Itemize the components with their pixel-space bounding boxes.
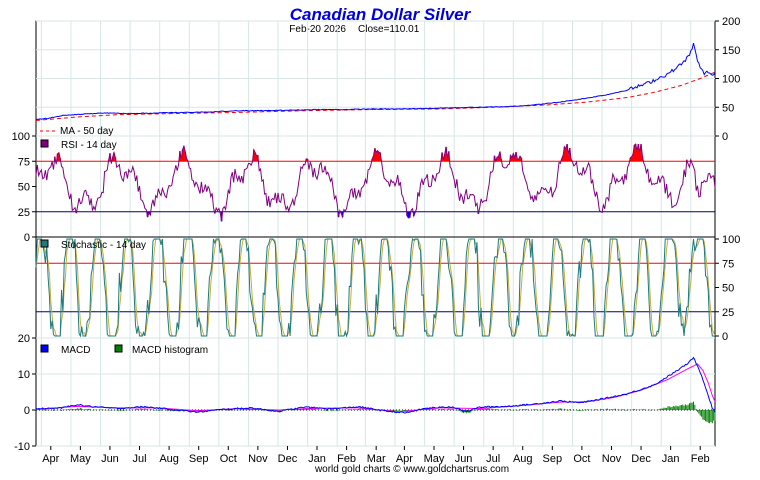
month-label: Feb <box>691 453 710 465</box>
month-label: Mar <box>367 453 386 465</box>
rsi-tick-label: 100 <box>12 131 30 143</box>
macd-legend-label: MACD <box>61 345 90 356</box>
month-label: Sep <box>189 453 209 465</box>
rsi-legend-swatch <box>40 139 49 148</box>
macd-tick-label: 20 <box>18 333 30 345</box>
rsi-legend: RSI - 14 day <box>40 139 117 151</box>
macd-tick-label: -10 <box>14 441 30 453</box>
stochastic-legend: Stochastic - 14 day <box>40 239 146 251</box>
stochastic-legend-swatch <box>40 239 49 248</box>
rsi-tick-label: 25 <box>18 207 30 219</box>
month-label: Jan <box>308 453 326 465</box>
stoch-tick-label: 0 <box>722 331 728 343</box>
month-label: Apr <box>42 453 59 465</box>
macd-tick-label: 10 <box>18 369 30 381</box>
month-label: Jun <box>455 453 473 465</box>
month-label: Jun <box>101 453 119 465</box>
month-label: Aug <box>159 453 179 465</box>
panels-layer: 0 50 100 150 200 0 25 50 75 100 0 25 50 75 100 -10 0 10 20… <box>12 16 741 465</box>
macd-line <box>35 356 716 414</box>
rsi-tick-label: 50 <box>18 182 30 194</box>
macd-hist-legend-swatch <box>114 344 123 353</box>
month-label: Aug <box>513 453 533 465</box>
price-tick-label: 200 <box>722 16 740 28</box>
month-label: Dec <box>631 453 651 465</box>
price-tick-label: 0 <box>722 131 728 143</box>
macd-legend-swatch <box>40 344 49 353</box>
month-label: Jul <box>486 453 500 465</box>
price-legend: MA - 50 day <box>40 126 113 137</box>
month-label: May <box>424 453 445 465</box>
price-tick-label: 50 <box>722 102 734 114</box>
stoch-tick-label: 100 <box>722 234 740 246</box>
price-tick-label: 150 <box>722 45 740 57</box>
rsi-tick-label: 0 <box>24 232 30 244</box>
rsi-line <box>35 143 716 222</box>
month-label: Feb <box>337 453 356 465</box>
price-tick-label: 100 <box>722 74 740 86</box>
month-label: May <box>70 453 91 465</box>
month-label: Oct <box>573 453 590 465</box>
macd-legend: MACD MACD histogram <box>40 344 208 356</box>
chart-title: Canadian Dollar Silver <box>290 5 472 24</box>
ma-legend-label: MA - 50 day <box>60 126 113 137</box>
macd-tick-label: 0 <box>24 405 30 417</box>
subtitle-close: Close=110.01 <box>358 24 420 35</box>
ma-50-day-line <box>35 71 716 121</box>
month-label: Oct <box>220 453 237 465</box>
subtitle-date: Feb-20 2026 <box>289 24 346 35</box>
macd-hist-legend-label: MACD histogram <box>132 345 208 356</box>
price-line <box>35 42 716 120</box>
month-label: Nov <box>248 453 268 465</box>
stoch-k-line <box>35 237 715 338</box>
rsi-legend-label: RSI - 14 day <box>61 140 117 151</box>
month-label: Jan <box>662 453 680 465</box>
rsi-tick-label: 75 <box>18 156 30 168</box>
stoch-tick-label: 75 <box>722 258 734 270</box>
month-label: Jul <box>132 453 146 465</box>
month-label: Dec <box>278 453 298 465</box>
month-label: Apr <box>396 453 413 465</box>
chart-footer: world gold charts © www.goldchartsrus.co… <box>314 464 509 475</box>
stochastic-legend-label: Stochastic - 14 day <box>61 240 146 251</box>
month-label: Nov <box>602 453 622 465</box>
month-label: Sep <box>543 453 563 465</box>
stoch-tick-label: 50 <box>722 283 734 295</box>
stoch-tick-label: 25 <box>722 307 734 319</box>
